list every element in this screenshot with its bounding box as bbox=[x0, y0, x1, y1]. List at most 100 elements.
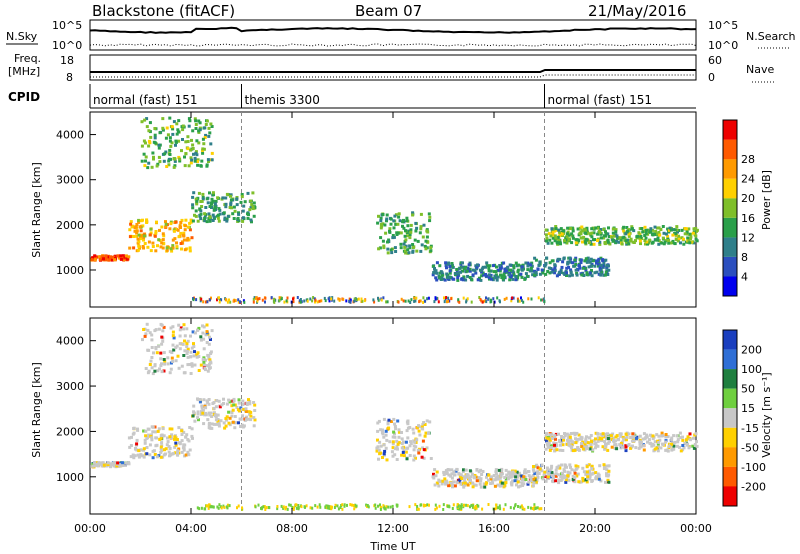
scatter-mark bbox=[172, 336, 176, 340]
scatter-mark bbox=[687, 232, 691, 236]
scatter-mark bbox=[627, 432, 631, 436]
scatter-mark bbox=[551, 230, 555, 234]
scatter-mark bbox=[182, 443, 186, 447]
ground-scatter-mark bbox=[280, 504, 283, 508]
scatter-mark bbox=[547, 232, 551, 236]
scatter-mark bbox=[632, 229, 636, 233]
scatter-mark bbox=[481, 271, 485, 275]
ground-scatter-mark bbox=[415, 296, 418, 300]
scatter-mark bbox=[253, 403, 257, 407]
scatter-mark bbox=[681, 438, 685, 442]
scatter-mark bbox=[181, 128, 185, 132]
ground-scatter-mark bbox=[351, 503, 353, 507]
velocity-panel-frame bbox=[89, 317, 697, 515]
scatter-mark bbox=[143, 438, 147, 442]
scatter-mark bbox=[683, 232, 687, 236]
scatter-mark bbox=[584, 478, 588, 482]
scatter-mark bbox=[404, 229, 407, 233]
scatter-mark bbox=[665, 448, 669, 452]
scatter-mark bbox=[606, 264, 610, 268]
scatter-mark bbox=[562, 229, 566, 233]
scatter-mark bbox=[207, 364, 211, 368]
scatter-mark bbox=[129, 222, 133, 226]
scatter-mark bbox=[93, 258, 97, 262]
scatter-mark bbox=[445, 266, 448, 270]
scatter-mark bbox=[142, 139, 146, 143]
scatter-mark bbox=[200, 410, 203, 414]
ground-scatter-mark bbox=[264, 296, 267, 300]
colorbar-tick-label: -200 bbox=[741, 480, 766, 493]
scatter-mark bbox=[235, 197, 239, 201]
scatter-mark bbox=[402, 454, 406, 458]
ground-scatter-mark bbox=[536, 506, 539, 510]
scatter-mark bbox=[642, 448, 646, 452]
ground-scatter-mark bbox=[457, 298, 460, 302]
scatter-mark bbox=[482, 273, 486, 277]
ground-scatter-mark bbox=[252, 297, 255, 301]
scatter-mark bbox=[149, 135, 153, 139]
scatter-mark bbox=[146, 245, 150, 249]
scatter-mark bbox=[550, 227, 554, 231]
scatter-mark bbox=[468, 261, 472, 265]
scatter-mark bbox=[384, 433, 388, 437]
scatter-mark bbox=[634, 446, 638, 450]
scatter-mark bbox=[232, 205, 236, 209]
scatter-mark bbox=[544, 261, 548, 265]
scatter-mark bbox=[423, 244, 427, 248]
scatter-mark bbox=[654, 229, 658, 233]
scatter-mark bbox=[489, 482, 493, 485]
scatter-mark bbox=[493, 274, 497, 278]
scatter-mark bbox=[174, 346, 178, 350]
scatter-mark bbox=[485, 475, 488, 479]
scatter-mark bbox=[393, 447, 397, 451]
scatter-mark bbox=[197, 119, 201, 123]
scatter-mark bbox=[191, 414, 195, 418]
scatter-mark bbox=[202, 147, 206, 151]
scatter-mark bbox=[104, 257, 108, 261]
scatter-mark bbox=[406, 446, 410, 450]
scatter-mark bbox=[409, 223, 413, 227]
scatter-mark bbox=[428, 420, 432, 424]
ground-scatter-mark bbox=[428, 503, 430, 507]
scatter-mark bbox=[597, 473, 601, 477]
scatter-mark bbox=[201, 324, 204, 328]
scatter-mark bbox=[664, 239, 668, 243]
scatter-mark bbox=[162, 241, 166, 245]
scatter-mark bbox=[506, 477, 510, 481]
scatter-mark bbox=[178, 342, 182, 346]
scatter-mark bbox=[576, 446, 580, 450]
scatter-mark bbox=[121, 461, 125, 465]
scatter-mark bbox=[397, 430, 401, 434]
scatter-mark bbox=[562, 436, 566, 439]
scatter-mark bbox=[573, 448, 577, 452]
scatter-mark bbox=[168, 447, 172, 450]
velocity-scatter bbox=[90, 318, 699, 514]
scatter-mark bbox=[661, 225, 665, 228]
scatter-mark bbox=[567, 233, 571, 237]
ground-scatter-mark bbox=[348, 297, 351, 301]
scatter-mark bbox=[386, 422, 390, 426]
scatter-mark bbox=[476, 263, 479, 267]
scatter-mark bbox=[175, 122, 179, 126]
scatter-mark bbox=[534, 480, 538, 484]
scatter-mark bbox=[433, 483, 437, 487]
scatter-mark bbox=[582, 470, 586, 474]
scatter-mark bbox=[527, 470, 531, 474]
scatter-mark bbox=[659, 446, 663, 450]
ground-scatter-mark bbox=[208, 503, 211, 507]
scatter-mark bbox=[202, 360, 206, 364]
scatter-mark bbox=[544, 479, 548, 483]
scatter-mark bbox=[571, 449, 575, 453]
ground-scatter-mark bbox=[522, 300, 525, 304]
scatter-mark bbox=[175, 132, 179, 136]
scatter-mark bbox=[203, 136, 207, 139]
scatter-mark bbox=[151, 241, 155, 245]
scatter-mark bbox=[438, 264, 442, 268]
scatter-mark bbox=[241, 414, 245, 418]
scatter-mark bbox=[549, 444, 553, 448]
scatter-mark bbox=[642, 444, 646, 448]
scatter-mark bbox=[225, 415, 229, 419]
ground-scatter-mark bbox=[386, 300, 389, 304]
scatter-mark bbox=[125, 257, 129, 261]
scatter-mark bbox=[209, 411, 213, 415]
